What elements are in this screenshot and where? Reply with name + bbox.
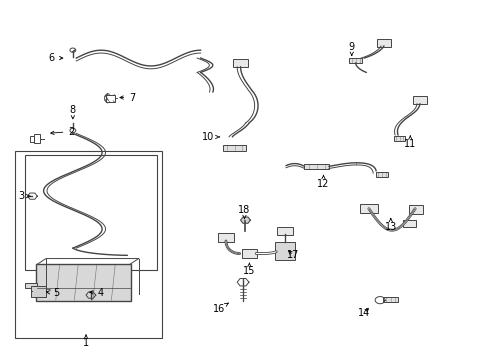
- Text: 11: 11: [404, 136, 416, 149]
- FancyArrow shape: [25, 283, 37, 288]
- Text: 2: 2: [51, 127, 74, 136]
- FancyBboxPatch shape: [408, 205, 422, 214]
- Bar: [25, 155, 157, 270]
- Text: 5: 5: [46, 288, 60, 298]
- Text: 15: 15: [243, 263, 255, 276]
- FancyBboxPatch shape: [241, 249, 257, 258]
- Bar: [15, 151, 161, 338]
- Text: 17: 17: [286, 250, 299, 260]
- FancyBboxPatch shape: [359, 204, 377, 213]
- FancyBboxPatch shape: [36, 264, 131, 301]
- FancyBboxPatch shape: [376, 39, 390, 46]
- Text: 3: 3: [18, 191, 30, 201]
- Text: 16: 16: [213, 303, 228, 314]
- FancyBboxPatch shape: [412, 96, 426, 104]
- Bar: [105, 95, 115, 102]
- FancyBboxPatch shape: [375, 172, 387, 177]
- FancyBboxPatch shape: [304, 163, 329, 169]
- FancyBboxPatch shape: [393, 135, 405, 140]
- Text: 1: 1: [83, 335, 89, 348]
- FancyBboxPatch shape: [275, 242, 294, 260]
- Text: 14: 14: [357, 308, 369, 318]
- FancyBboxPatch shape: [402, 220, 415, 227]
- Text: 4: 4: [89, 288, 103, 298]
- FancyBboxPatch shape: [277, 227, 292, 234]
- FancyBboxPatch shape: [348, 58, 362, 63]
- Bar: [30, 136, 34, 141]
- Bar: [34, 134, 40, 143]
- FancyBboxPatch shape: [223, 145, 245, 150]
- Polygon shape: [240, 217, 250, 223]
- Text: 7: 7: [120, 93, 135, 103]
- FancyBboxPatch shape: [232, 59, 248, 67]
- Text: 10: 10: [202, 132, 219, 142]
- Text: 18: 18: [238, 206, 250, 219]
- Text: 13: 13: [384, 219, 396, 231]
- Text: 9: 9: [348, 42, 354, 55]
- FancyBboxPatch shape: [217, 233, 234, 242]
- FancyBboxPatch shape: [31, 286, 46, 297]
- FancyBboxPatch shape: [383, 297, 397, 302]
- Text: 8: 8: [70, 105, 76, 119]
- Text: 12: 12: [317, 175, 329, 189]
- Text: 6: 6: [49, 53, 62, 63]
